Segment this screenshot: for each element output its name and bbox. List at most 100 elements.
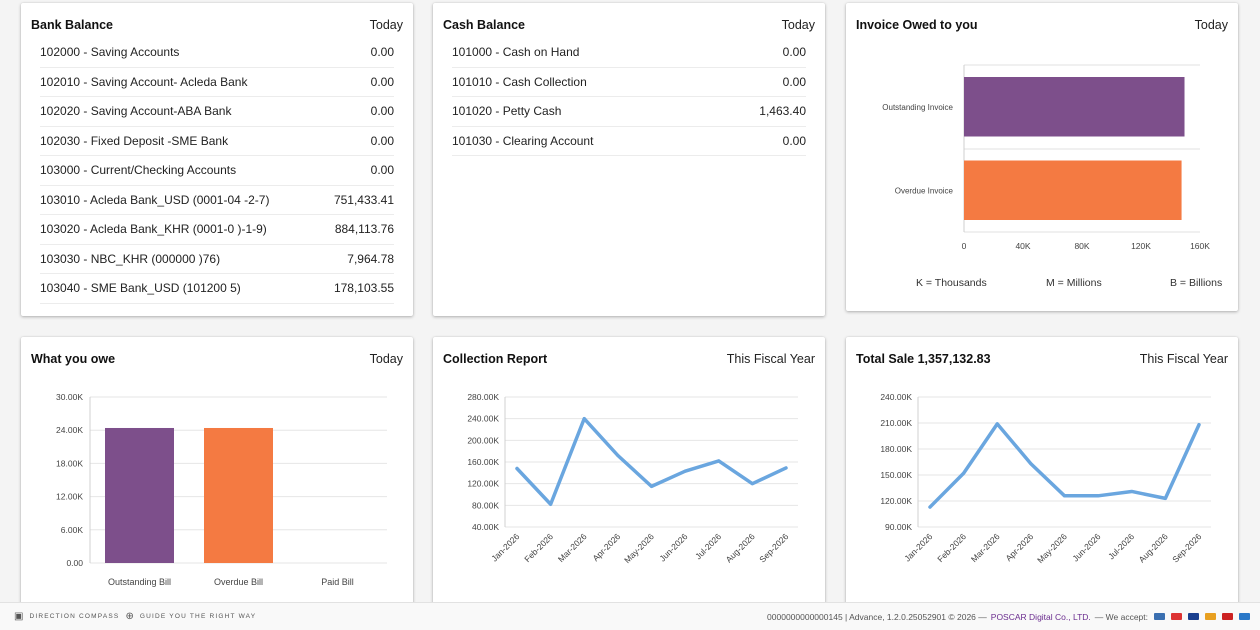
account-amount: 0.00 bbox=[782, 74, 806, 89]
balance-row[interactable]: 101020 - Petty Cash 1,463.40 bbox=[452, 97, 806, 127]
version-text: 0000000000000145 | Advance, 1.2.0.250529… bbox=[767, 611, 987, 622]
data-point bbox=[1096, 494, 1100, 498]
x-tick-label: Jan-2026 bbox=[489, 531, 521, 563]
balance-row[interactable]: 102010 - Saving Account- Acleda Bank 0.00 bbox=[40, 68, 394, 97]
y-tick-label: 24.00K bbox=[56, 425, 83, 435]
bank-balance-card: Bank Balance Today 102000 - Saving Accou… bbox=[21, 3, 413, 316]
data-point bbox=[1130, 489, 1134, 493]
data-point bbox=[1163, 496, 1167, 500]
x-tick-label: May-2026 bbox=[1035, 531, 1069, 565]
x-tick-label: Aug-2026 bbox=[724, 531, 757, 564]
footer: ▣ DIRECTION COMPASS ⊕ GUIDE YOU THE RIGH… bbox=[0, 602, 1260, 630]
y-tick-label: 240.00K bbox=[467, 414, 499, 424]
payment-icon-6 bbox=[1239, 613, 1250, 620]
account-amount: 0.00 bbox=[782, 133, 806, 148]
brand-name: DIRECTION COMPASS bbox=[29, 613, 120, 620]
account-amount: 0.00 bbox=[370, 104, 394, 119]
category-label: Overdue Invoice bbox=[895, 186, 954, 195]
card-period[interactable]: Today bbox=[781, 18, 815, 32]
account-name: 101000 - Cash on Hand bbox=[452, 45, 580, 60]
balance-row[interactable]: 103040 - SME Bank_USD (101200 5) 178,103.… bbox=[40, 274, 394, 304]
units-millions: M = Millions bbox=[1046, 277, 1102, 289]
units-thousands: K = Thousands bbox=[916, 277, 987, 289]
payment-icon-2 bbox=[1171, 613, 1182, 620]
data-point bbox=[784, 466, 788, 470]
y-tick-label: 80.00K bbox=[472, 500, 499, 510]
invoice-bar-chart: K = Thousands M = Millions B = Billions … bbox=[882, 64, 1222, 289]
accept-text: — We accept: bbox=[1094, 611, 1148, 622]
data-point bbox=[928, 505, 932, 509]
y-tick-label: 280.00K bbox=[467, 392, 499, 402]
data-point bbox=[582, 417, 586, 421]
data-point bbox=[750, 482, 754, 486]
x-tick-label: Jun-2026 bbox=[1070, 531, 1102, 563]
x-tick-label: May-2026 bbox=[622, 531, 656, 565]
account-amount: 0.00 bbox=[782, 45, 806, 60]
data-point bbox=[1063, 494, 1066, 498]
account-amount: 0.00 bbox=[370, 163, 394, 178]
y-tick-label: 0.00 bbox=[66, 558, 83, 568]
card-title: Total Sale 1,357,132.83 bbox=[856, 352, 991, 366]
account-amount: 1,463.40 bbox=[759, 104, 806, 119]
bar bbox=[204, 427, 273, 563]
bar bbox=[105, 427, 174, 563]
y-tick-label: 200.00K bbox=[467, 435, 499, 445]
card-period[interactable]: Today bbox=[1194, 18, 1228, 32]
balance-row[interactable]: 101000 - Cash on Hand 0.00 bbox=[452, 38, 806, 68]
balance-row[interactable]: 101030 - Clearing Account 0.00 bbox=[452, 127, 806, 156]
balance-row[interactable]: 103020 - Acleda Bank_KHR (0001-0 )-1-9) 8… bbox=[40, 215, 394, 245]
balance-row[interactable]: 102020 - Saving Account-ABA Bank 0.00 bbox=[40, 97, 394, 127]
compass-logo-icon: ▣ bbox=[14, 611, 24, 622]
owe-bar-chart: 0.00 6.00K 12.00K 18.00K 24.00K 30.00K Outstan… bbox=[56, 392, 387, 587]
y-tick-label: 120.00K bbox=[467, 479, 499, 489]
data-point bbox=[717, 459, 721, 463]
x-tick-label: Apr-2026 bbox=[1003, 531, 1035, 563]
card-period[interactable]: Today bbox=[369, 352, 403, 366]
balance-row[interactable]: 103010 - Acleda Bank_USD (0001-04 -2-7) 7… bbox=[40, 186, 394, 215]
sale-line-chart: 90.00K 120.00K 150.00K 180.00K 210.00K 240.00… bbox=[880, 392, 1211, 565]
category-label: Outstanding Bill bbox=[108, 577, 171, 587]
balance-row[interactable]: 102000 - Saving Accounts 0.00 bbox=[40, 38, 394, 68]
data-point bbox=[683, 469, 687, 473]
y-tick-label: 18.00K bbox=[56, 458, 83, 468]
y-tick-label: 160.00K bbox=[467, 457, 499, 467]
x-tick-label: Jun-2026 bbox=[657, 531, 689, 563]
account-amount: 751,433.41 bbox=[333, 192, 394, 207]
x-tick-label: 80K bbox=[1074, 241, 1089, 251]
x-tick-label: Apr-2026 bbox=[590, 531, 622, 563]
category-label: Overdue Bill bbox=[214, 577, 263, 587]
brand-tagline: GUIDE YOU THE RIGHT WAY bbox=[139, 613, 257, 620]
account-amount: 178,103.55 bbox=[333, 281, 394, 296]
total-sale-card: Total Sale 1,357,132.83 This Fiscal Year… bbox=[846, 337, 1238, 607]
card-period[interactable]: This Fiscal Year bbox=[1139, 352, 1228, 366]
card-period[interactable]: This Fiscal Year bbox=[726, 352, 815, 366]
account-name: 102010 - Saving Account- Acleda Bank bbox=[40, 74, 248, 89]
collection-line-chart: 40.00K 80.00K 120.00K 160.00K 200.00K 240.00K… bbox=[467, 392, 798, 565]
balance-row[interactable]: 103030 - NBC_KHR (000000 )76) 7,964.78 bbox=[40, 245, 394, 274]
y-tick-label: 210.00K bbox=[880, 418, 912, 428]
account-amount: 7,964.78 bbox=[347, 251, 394, 266]
account-amount: 884,113.76 bbox=[334, 222, 394, 237]
card-period[interactable]: Today bbox=[369, 18, 403, 32]
balance-row[interactable]: 102030 - Fixed Deposit -SME Bank 0.00 bbox=[40, 127, 394, 156]
balance-row[interactable]: 101010 - Cash Collection 0.00 bbox=[452, 68, 806, 97]
compass-icon: ⊕ bbox=[125, 611, 134, 622]
bank-balance-list: 102000 - Saving Accounts 0.00 102010 - Sav… bbox=[40, 38, 394, 304]
company-link[interactable]: POSCAR Digital Co., LTD. bbox=[990, 611, 1091, 622]
x-tick-label: Jul-2026 bbox=[693, 531, 723, 561]
card-title: Bank Balance bbox=[31, 18, 113, 32]
data-point bbox=[616, 454, 620, 457]
account-name: 101020 - Petty Cash bbox=[452, 104, 562, 119]
payment-icon-5 bbox=[1222, 613, 1233, 620]
data-point bbox=[549, 502, 553, 506]
y-tick-label: 150.00K bbox=[880, 470, 912, 480]
account-name: 101030 - Clearing Account bbox=[452, 133, 594, 148]
balance-row[interactable]: 103000 - Current/Checking Accounts 0.00 bbox=[40, 156, 394, 186]
account-name: 103030 - NBC_KHR (000000 )76) bbox=[40, 251, 221, 266]
x-tick-label: 40K bbox=[1015, 241, 1030, 251]
x-tick-label: 0 bbox=[962, 241, 967, 251]
bar bbox=[964, 77, 1185, 137]
y-tick-label: 90.00K bbox=[885, 522, 912, 532]
account-amount: 0.00 bbox=[370, 45, 394, 60]
units-billions: B = Billions bbox=[1170, 277, 1222, 289]
